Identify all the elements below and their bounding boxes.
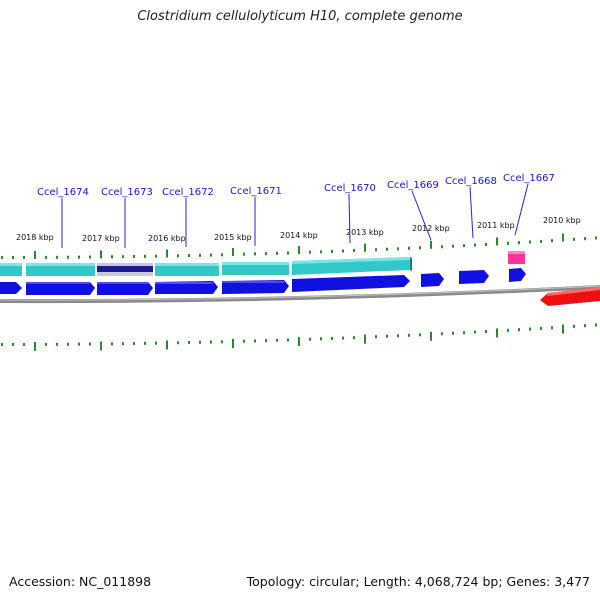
kbp-scale-labels: 2018 kbp 2017 kbp 2016 kbp 2015 kbp 2014… bbox=[16, 216, 581, 243]
pink-feature[interactable] bbox=[508, 251, 525, 264]
cds-arrow[interactable] bbox=[0, 282, 22, 294]
genome-summary-text: Topology: circular; Length: 4,068,724 bp… bbox=[246, 574, 590, 589]
kbp-label: 2011 kbp bbox=[477, 221, 515, 230]
rna-feature-shadow bbox=[410, 257, 412, 271]
cds-arrow-ccel-1671[interactable] bbox=[222, 280, 289, 294]
rna-feature-highlight bbox=[222, 262, 289, 265]
cds-reverse-highlight bbox=[547, 287, 600, 296]
rna-feature bbox=[0, 263, 22, 266]
kbp-label: 2012 kbp bbox=[412, 224, 450, 233]
gene-label-ccel-1671[interactable]: Ccel_1671 bbox=[230, 186, 282, 197]
accession-text: Accession: NC_011898 bbox=[9, 574, 152, 589]
gene-label-ccel-1669[interactable]: Ccel_1669 bbox=[387, 180, 439, 191]
kbp-label: 2010 kbp bbox=[543, 216, 581, 225]
rna-feature-highlight bbox=[155, 263, 219, 266]
rna-feature-highlight bbox=[292, 257, 410, 264]
leader-line bbox=[348, 193, 351, 244]
cds-highlight bbox=[26, 282, 90, 284]
leader-line bbox=[411, 190, 432, 241]
rna-feature-ccel-1671[interactable] bbox=[222, 262, 289, 275]
cds-forward-track bbox=[0, 268, 526, 295]
rna-track bbox=[0, 257, 412, 276]
rna-feature-ccel-1674[interactable] bbox=[26, 263, 95, 276]
genome-backbone bbox=[0, 285, 600, 304]
leader-line bbox=[469, 186, 474, 239]
kbp-label: 2016 kbp bbox=[148, 234, 186, 243]
kbp-label: 2014 kbp bbox=[280, 231, 318, 240]
cds-arrow-ccel-1667[interactable] bbox=[509, 268, 526, 282]
cds-arrow-ccel-1669[interactable] bbox=[421, 273, 444, 287]
kbp-label: 2015 kbp bbox=[214, 233, 252, 242]
top-tick-marks bbox=[1, 233, 597, 259]
kbp-label: 2018 kbp bbox=[16, 233, 54, 242]
rna-feature-highlight bbox=[26, 263, 95, 266]
cds-highlight bbox=[97, 282, 148, 284]
cds-reverse-arrow[interactable] bbox=[540, 287, 600, 306]
pink-feature-highlight bbox=[508, 251, 525, 254]
kbp-label: 2017 kbp bbox=[82, 234, 120, 243]
gene-label-ccel-1667[interactable]: Ccel_1667 bbox=[503, 173, 555, 184]
kbp-label: 2013 kbp bbox=[346, 228, 384, 237]
cds-highlight bbox=[155, 282, 213, 284]
rna-feature-ccel-1672[interactable] bbox=[155, 263, 219, 276]
genome-backbone-highlight bbox=[0, 285, 600, 301]
cds-highlight bbox=[222, 281, 284, 283]
gene-label-ccel-1672[interactable]: Ccel_1672 bbox=[162, 187, 214, 198]
gene-leader-lines bbox=[61, 183, 529, 248]
cds-arrow-ccel-1672[interactable] bbox=[155, 281, 218, 294]
genome-title: Clostridium cellulolyticum H10, complete… bbox=[137, 9, 463, 24]
cds-arrow-ccel-1670[interactable] bbox=[292, 275, 410, 292]
gene-label-ccel-1673[interactable]: Ccel_1673 bbox=[101, 187, 153, 198]
cds-arrow-ccel-1673[interactable] bbox=[97, 282, 153, 295]
gene-label-ccel-1674[interactable]: Ccel_1674 bbox=[37, 187, 89, 198]
gene-labels: Ccel_1674 Ccel_1673 Ccel_1672 Ccel_1671 … bbox=[37, 173, 555, 198]
rna-feature[interactable] bbox=[0, 263, 22, 276]
leader-line bbox=[514, 183, 529, 236]
gene-label-ccel-1670[interactable]: Ccel_1670 bbox=[324, 183, 376, 194]
cds-arrow-ccel-1668[interactable] bbox=[459, 270, 489, 284]
cds-arrow-ccel-1674[interactable] bbox=[26, 282, 95, 295]
gene-label-ccel-1668[interactable]: Ccel_1668 bbox=[445, 176, 497, 187]
rna-feature-ccel-1673-core bbox=[97, 266, 153, 272]
bottom-tick-marks bbox=[1, 323, 597, 351]
